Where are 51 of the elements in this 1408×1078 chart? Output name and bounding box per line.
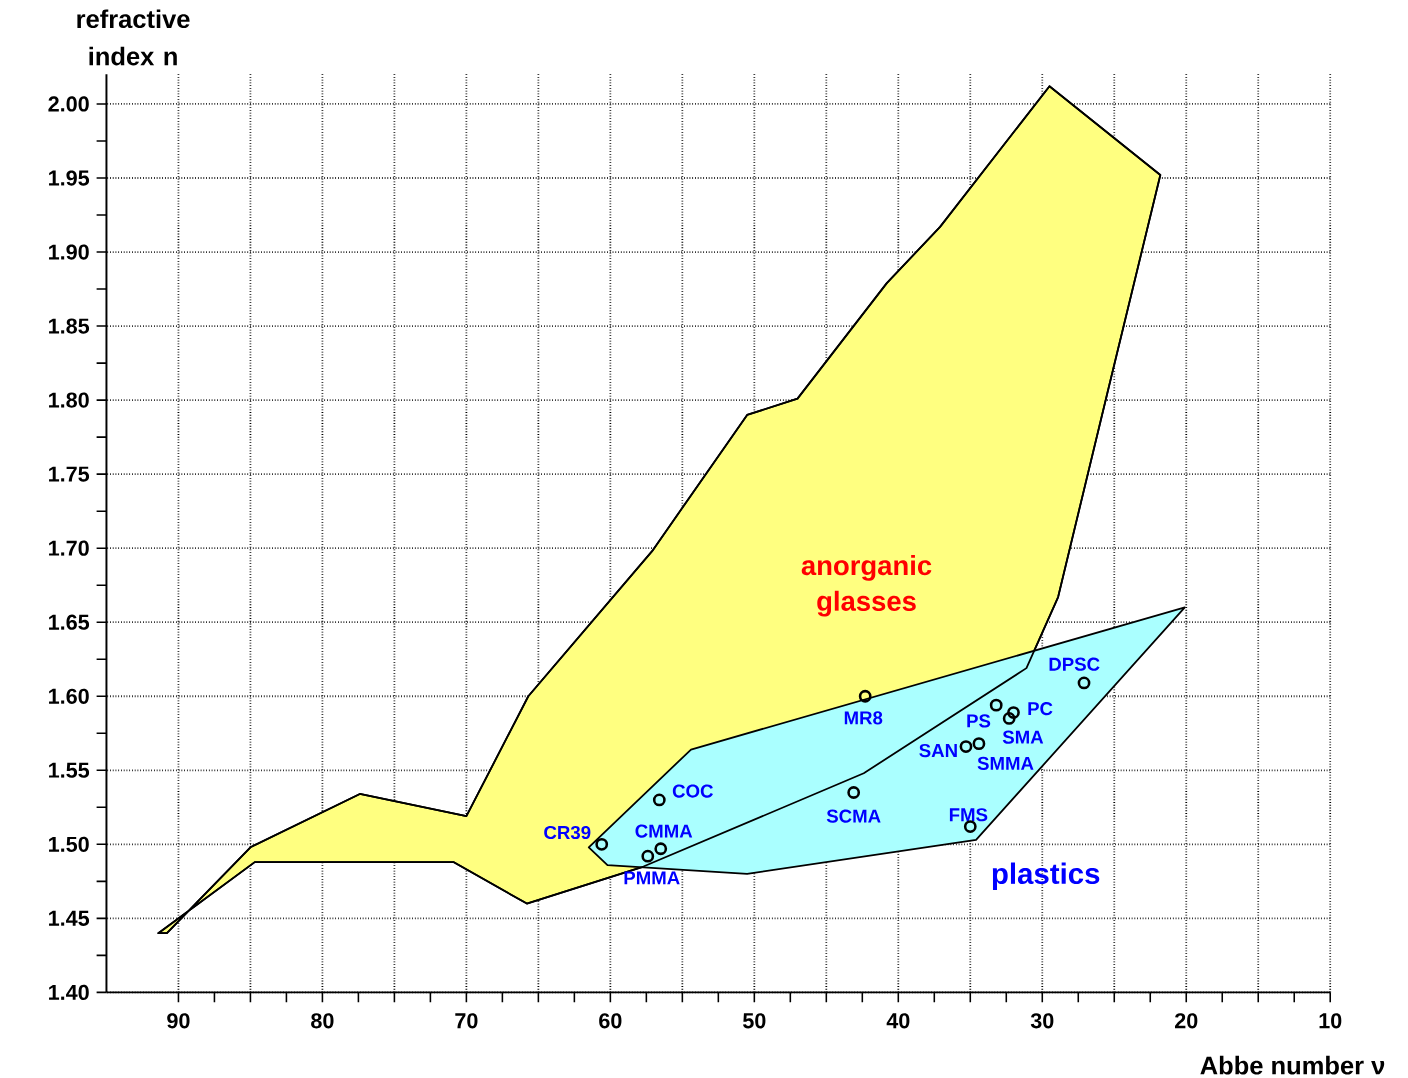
x-tick-label: 40: [886, 1013, 910, 1029]
annotation: PMMA: [624, 871, 680, 885]
point: [972, 737, 986, 751]
x-tick-label: 20: [1174, 1013, 1198, 1029]
y-tick-label: 1.45: [49, 910, 90, 926]
series-label: plastics: [992, 862, 1100, 890]
y-tick-label: 1.75: [49, 466, 90, 482]
x-tick-label: 70: [455, 1013, 478, 1029]
x-axis-title: Abbe number ν: [1200, 1055, 1385, 1075]
point: [1002, 712, 1016, 725]
point: [847, 786, 861, 799]
annotation: SCMA: [826, 809, 881, 823]
annotation: SMMA: [977, 756, 1034, 770]
annotation: COC: [672, 784, 713, 798]
point: [641, 849, 655, 863]
point: [959, 740, 973, 753]
y-tick-label: 1.90: [49, 244, 89, 260]
annotation: DPSC: [1049, 657, 1100, 671]
annotation: SMA: [1002, 730, 1044, 744]
x-tick-label: 10: [1319, 1013, 1342, 1029]
y-tick-label: 1.80: [49, 392, 89, 408]
point: [652, 793, 666, 807]
y-tick-label: 1.60: [49, 688, 89, 704]
x-tick-label: 30: [1030, 1013, 1054, 1029]
x-tick-label: 60: [599, 1013, 622, 1029]
point: [1007, 706, 1020, 719]
x-tick-label: 90: [167, 1013, 190, 1029]
point: [1077, 676, 1091, 690]
y-tick-label: 1.70: [49, 540, 89, 556]
y-tick-label: 1.50: [49, 836, 89, 852]
y-tick-label: 1.95: [49, 170, 90, 186]
point: [654, 842, 668, 856]
x-tick-label: 50: [743, 1013, 766, 1029]
y-axis-title: refractive index n: [77, 9, 190, 66]
annotation: PC: [1028, 701, 1053, 716]
y-tick-label: 1.40: [49, 984, 89, 1001]
annotation: PS: [967, 714, 991, 728]
point: [989, 698, 1003, 712]
annotation: CMMA: [635, 824, 693, 838]
x-tick-label: 80: [311, 1013, 334, 1029]
y-tick-label: 2.00: [48, 96, 89, 112]
annotation: SAN: [919, 743, 957, 758]
point: [595, 837, 609, 851]
y-tick-label: 1.85: [49, 318, 90, 334]
series-label: anorganic glasses: [801, 555, 932, 617]
annotation: FMS: [949, 808, 988, 822]
annotation: MR8: [844, 711, 883, 725]
point: [858, 689, 872, 703]
y-tick-label: 1.55: [49, 762, 90, 778]
y-tick-label: 1.65: [49, 614, 90, 630]
annotation: CR39: [544, 825, 591, 840]
